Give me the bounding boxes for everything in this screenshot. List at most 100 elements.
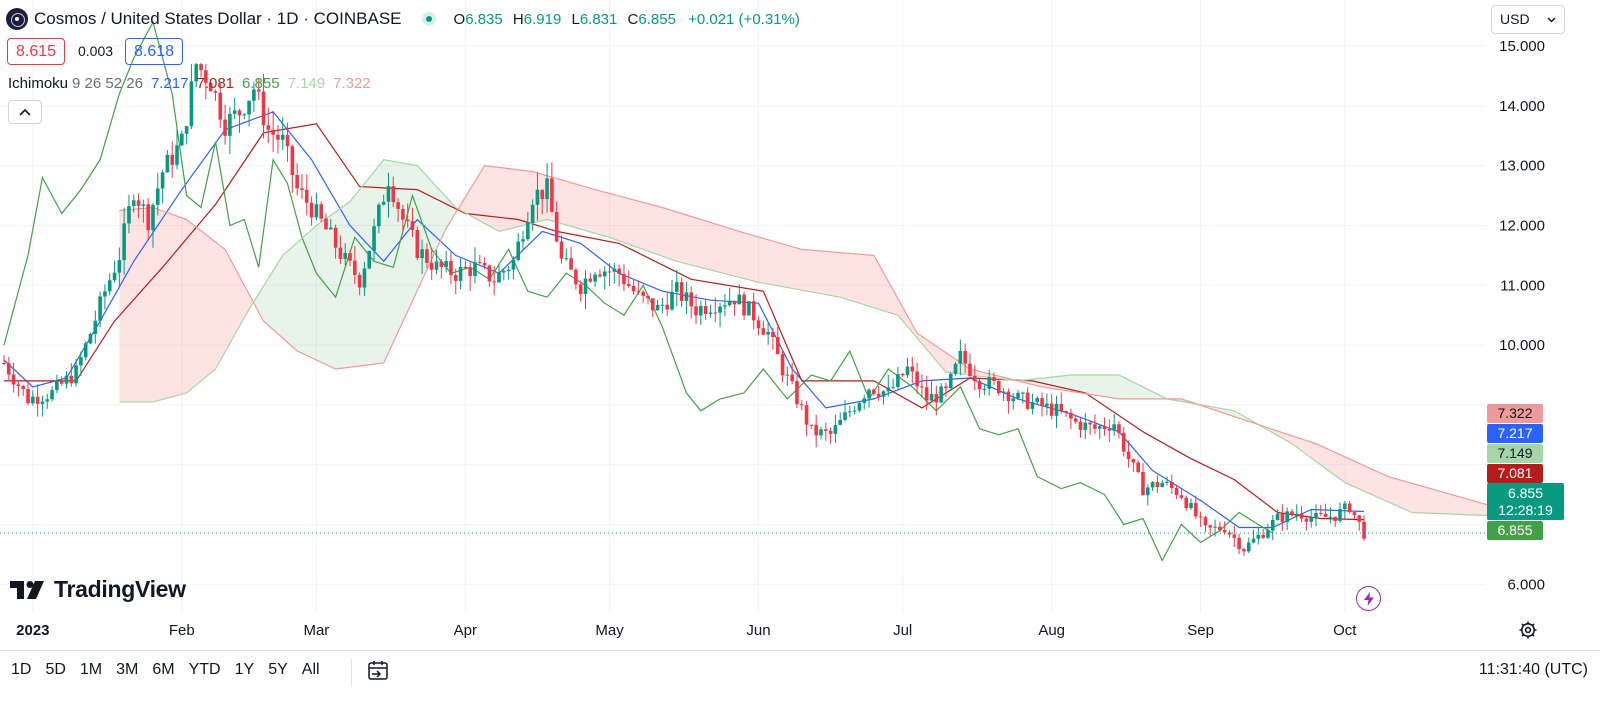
cloud-segment (537, 173, 543, 222)
candle-body (1222, 530, 1227, 533)
tradingview-logo[interactable]: TradingView (10, 576, 186, 603)
cloud-segment (441, 191, 447, 239)
candle-body (11, 374, 16, 385)
cloud-segment (253, 293, 259, 313)
cloud-segment (1301, 438, 1307, 455)
cosmos-logo-icon (6, 8, 28, 30)
candle-body (526, 222, 530, 240)
candle-body (300, 188, 304, 190)
indicator-name: Ichimoku (8, 75, 69, 92)
candle-body (924, 387, 929, 401)
candle-body (107, 280, 112, 292)
range-button-1y[interactable]: 1Y (234, 661, 255, 678)
range-button-1d[interactable]: 1D (11, 661, 32, 678)
range-button-ytd[interactable]: YTD (188, 661, 221, 678)
cloud-segment (499, 167, 504, 232)
cloud-segment (864, 254, 870, 307)
y-tick-label: 10.000 (1499, 337, 1545, 354)
utc-clock[interactable]: 11:31:40 (UTC) (1478, 661, 1588, 678)
cloud-segment (873, 255, 879, 310)
range-button-6m[interactable]: 6M (152, 661, 175, 678)
cloud-segment (162, 210, 168, 400)
candle-body (420, 249, 424, 258)
candle-body (228, 113, 232, 136)
candle-body (170, 154, 175, 165)
candle-body (74, 365, 78, 384)
cloud-segment (782, 243, 788, 288)
lightning-icon[interactable] (1356, 586, 1381, 611)
cloud-segment (840, 252, 846, 299)
sell-price-button[interactable]: 8.615 (7, 38, 66, 65)
candle-body (612, 268, 617, 272)
candle-body (857, 403, 862, 411)
candle-body (699, 305, 703, 316)
candle-body (963, 350, 967, 364)
x-tick-label: Mar (303, 622, 329, 639)
candle-body (631, 286, 636, 292)
cloud-segment (628, 198, 634, 246)
cloud-segment (1061, 375, 1067, 391)
cloud-segment (1075, 374, 1081, 393)
cloud-segment (662, 207, 668, 258)
y-tick-label: 6.000 (1507, 576, 1545, 593)
candlesticks[interactable] (2, 62, 1366, 556)
range-button-3m[interactable]: 3M (116, 661, 139, 678)
candle-body (343, 252, 348, 259)
range-button-all[interactable]: All (301, 661, 320, 678)
cloud-segment (1133, 382, 1139, 399)
candle-body (1112, 424, 1116, 431)
cloud-segment (436, 186, 442, 250)
candle-body (646, 295, 650, 299)
open-label: O (453, 10, 466, 28)
candle-body (1165, 481, 1169, 483)
line-chikou (3, 20, 1274, 562)
candle-body (1131, 459, 1136, 463)
ichimoku-legend[interactable]: Ichimoku 9 26 52 26 7.217 7.081 6.855 7.149 7.… (8, 75, 371, 92)
cloud-segment (845, 252, 850, 301)
candle-body (867, 389, 871, 399)
price-chart[interactable]: 6.000 10.000 11.000 12.000 13.000 14.000 15.00… (0, 0, 1600, 650)
candle-body (502, 271, 506, 273)
cloud-segment (1104, 374, 1110, 398)
cloud-segment (191, 223, 197, 389)
candle-body (1093, 424, 1097, 429)
candle-body (679, 282, 684, 301)
candle-body (660, 304, 665, 306)
cloud-segment (205, 234, 211, 377)
candle-body (1218, 526, 1222, 531)
candle-body (876, 393, 881, 397)
cloud-segment (859, 254, 865, 305)
cloud-segment (340, 204, 346, 369)
cloud-segment (1426, 487, 1432, 514)
candle-body (1261, 534, 1265, 538)
candle-body (732, 300, 737, 305)
cloud-segment (1392, 477, 1398, 507)
cloud-segment (388, 160, 394, 353)
collapse-legend-button[interactable] (8, 100, 42, 124)
candle-body (7, 363, 11, 375)
indicator-params: 9 26 52 26 (72, 75, 143, 92)
buy-price-button[interactable]: 8.618 (125, 38, 184, 65)
gear-icon[interactable] (1518, 620, 1538, 640)
symbol-title[interactable]: Cosmos / United States Dollar · 1D · COI… (34, 9, 402, 28)
cloud-segment (292, 242, 298, 352)
cloud-segment (1128, 379, 1134, 399)
market-open-icon (421, 12, 436, 26)
candle-body (689, 292, 694, 307)
calendar-range-icon[interactable] (366, 659, 390, 683)
cloud-segment (402, 163, 408, 322)
range-button-5y[interactable]: 5Y (268, 661, 288, 678)
candle-body (131, 200, 136, 207)
candle-body (199, 64, 203, 71)
cloud-segment (638, 201, 644, 250)
candle-body (304, 189, 309, 203)
range-button-1m[interactable]: 1M (79, 661, 103, 678)
cloud-segment (1306, 440, 1312, 458)
range-button-5d[interactable]: 5D (45, 661, 66, 678)
cloud-segment (1032, 378, 1038, 386)
currency-select[interactable]: USD (1491, 5, 1565, 34)
cloud-segment (652, 204, 658, 255)
cloud-segment (1460, 497, 1465, 515)
cloud-segment (854, 253, 860, 304)
candle-body (1237, 537, 1241, 550)
